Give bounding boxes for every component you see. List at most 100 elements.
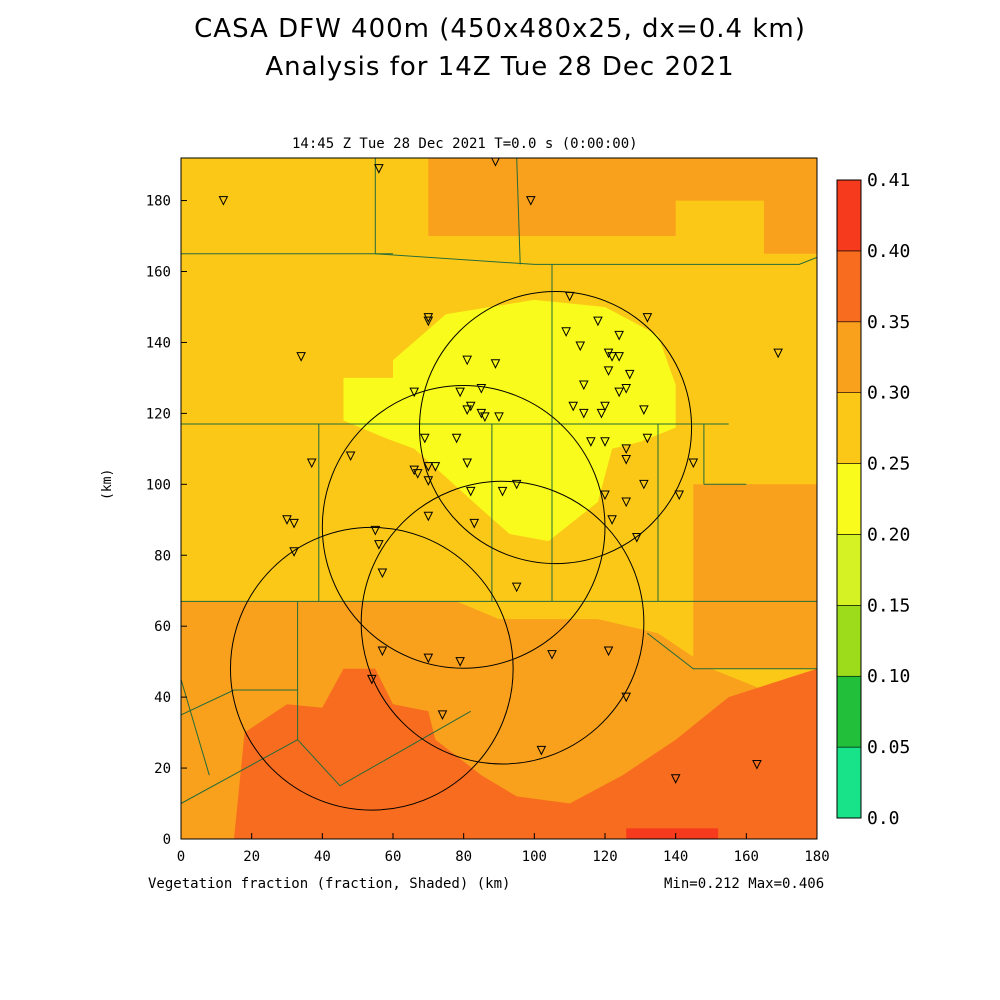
- station-marker-64: [631, 533, 642, 543]
- field-region-6: [343, 299, 676, 542]
- min-max-label: Min=0.212 Max=0.406: [664, 876, 825, 892]
- x-tick-label-5: 100: [522, 849, 547, 865]
- station-marker-53: [674, 490, 685, 501]
- station-marker-42: [306, 458, 317, 469]
- x-tick-label-7: 140: [663, 849, 688, 865]
- y-tick-label-3: 60: [154, 619, 171, 635]
- station-marker-45: [430, 462, 441, 472]
- station-marker-19: [624, 369, 635, 380]
- station-marker-41: [642, 433, 653, 444]
- station-marker-62: [607, 515, 617, 525]
- station-marker-66: [374, 540, 384, 550]
- colorbar-frame: [836, 179, 862, 819]
- x-tick-label-3: 60: [385, 849, 402, 865]
- station-marker-52: [639, 479, 649, 490]
- station-marker-9: [564, 291, 575, 302]
- station-marker-29: [600, 401, 610, 412]
- county-line-13: [297, 601, 471, 787]
- station-marker-81: [773, 348, 783, 359]
- county-line-5: [516, 158, 521, 265]
- station-marker-11: [561, 327, 571, 337]
- colorbar-label-5: 0.25: [867, 454, 910, 475]
- station-marker-76: [437, 710, 448, 720]
- station-marker-16: [607, 352, 617, 362]
- chart-title: CASA DFW 400m (450x480x25, dx=0.4 km): [194, 14, 806, 44]
- station-marker-0: [218, 196, 229, 206]
- field-region-2: [693, 484, 817, 669]
- station-marker-13: [614, 330, 624, 341]
- station-marker-58: [282, 515, 292, 525]
- colorbar-bin-7: [836, 250, 862, 323]
- x-tick-label-0: 0: [177, 849, 185, 865]
- county-line-15: [181, 739, 298, 804]
- colorbar-label-1: 0.05: [867, 737, 910, 758]
- station-marker-39: [600, 437, 610, 447]
- station-marker-50: [621, 454, 632, 465]
- colorbar-label-4: 0.20: [867, 524, 910, 545]
- station-marker-56: [511, 479, 522, 490]
- colorbar-bin-2: [836, 605, 862, 677]
- y-tick-label-5: 100: [146, 477, 171, 493]
- station-marker-63: [621, 497, 632, 508]
- y-tick-label-4: 80: [154, 548, 171, 564]
- station-marker-55: [497, 486, 508, 497]
- radar-ring-2: [321, 385, 606, 669]
- station-marker-21: [621, 384, 632, 394]
- x-tick-label-1: 20: [243, 849, 260, 865]
- x-tick-label-9: 180: [804, 849, 829, 865]
- station-marker-44: [423, 462, 434, 472]
- x-tick-label-4: 80: [455, 849, 472, 865]
- station-marker-17: [614, 352, 624, 362]
- county-line-3: [375, 253, 817, 265]
- station-marker-30: [639, 405, 649, 415]
- station-marker-25: [476, 384, 487, 394]
- station-marker-72: [455, 657, 465, 667]
- station-marker-40: [621, 444, 632, 454]
- colorbar-bin-3: [836, 534, 862, 606]
- station-marker-14: [642, 313, 653, 323]
- station-marker-73: [547, 650, 557, 660]
- station-marker-69: [511, 582, 522, 593]
- station-marker-67: [289, 547, 299, 557]
- station-marker-80: [752, 760, 762, 770]
- colorbar-label-6: 0.30: [867, 383, 910, 404]
- station-marker-70: [377, 646, 388, 657]
- station-marker-78: [621, 692, 632, 703]
- station-marker-51: [688, 458, 699, 469]
- chart-subtitle: Analysis for 14Z Tue 28 Dec 2021: [265, 52, 735, 82]
- station-marker-37: [451, 433, 462, 444]
- x-tick-label-6: 120: [592, 849, 617, 865]
- y-tick-label-6: 120: [146, 406, 171, 422]
- y-tick-label-7: 140: [146, 335, 171, 351]
- colorbar-bin-4: [836, 463, 862, 535]
- x-tick-label-2: 40: [314, 849, 331, 865]
- station-marker-27: [578, 408, 589, 419]
- station-marker-22: [614, 387, 624, 398]
- station-marker-7: [462, 355, 473, 366]
- field-region-4: [234, 668, 817, 839]
- x-tick-label-8: 160: [734, 849, 759, 865]
- y-tick-label-1: 20: [154, 761, 171, 777]
- station-marker-4: [296, 352, 306, 362]
- y-tick-label-9: 180: [146, 194, 171, 210]
- field-description-label: Vegetation fraction (fraction, Shaded) (…: [148, 876, 511, 892]
- field-region-5: [626, 828, 719, 839]
- station-marker-24: [409, 387, 420, 398]
- colorbar-label-2: 0.10: [867, 666, 910, 687]
- radar-ring-3: [360, 480, 645, 765]
- y-tick-label-2: 40: [154, 690, 171, 706]
- colorbar-label-8: 0.40: [867, 241, 910, 262]
- county-line-14: [181, 689, 298, 716]
- station-marker-18: [603, 366, 614, 376]
- station-marker-1: [374, 164, 384, 174]
- station-marker-74: [603, 646, 614, 657]
- plot-frame: [180, 157, 818, 840]
- station-marker-23: [455, 387, 465, 398]
- colorbar-bin-5: [836, 392, 862, 464]
- station-marker-12: [575, 341, 586, 352]
- station-marker-43: [345, 451, 356, 462]
- station-marker-20: [578, 380, 589, 391]
- station-marker-49: [462, 458, 473, 469]
- station-marker-3: [525, 196, 536, 206]
